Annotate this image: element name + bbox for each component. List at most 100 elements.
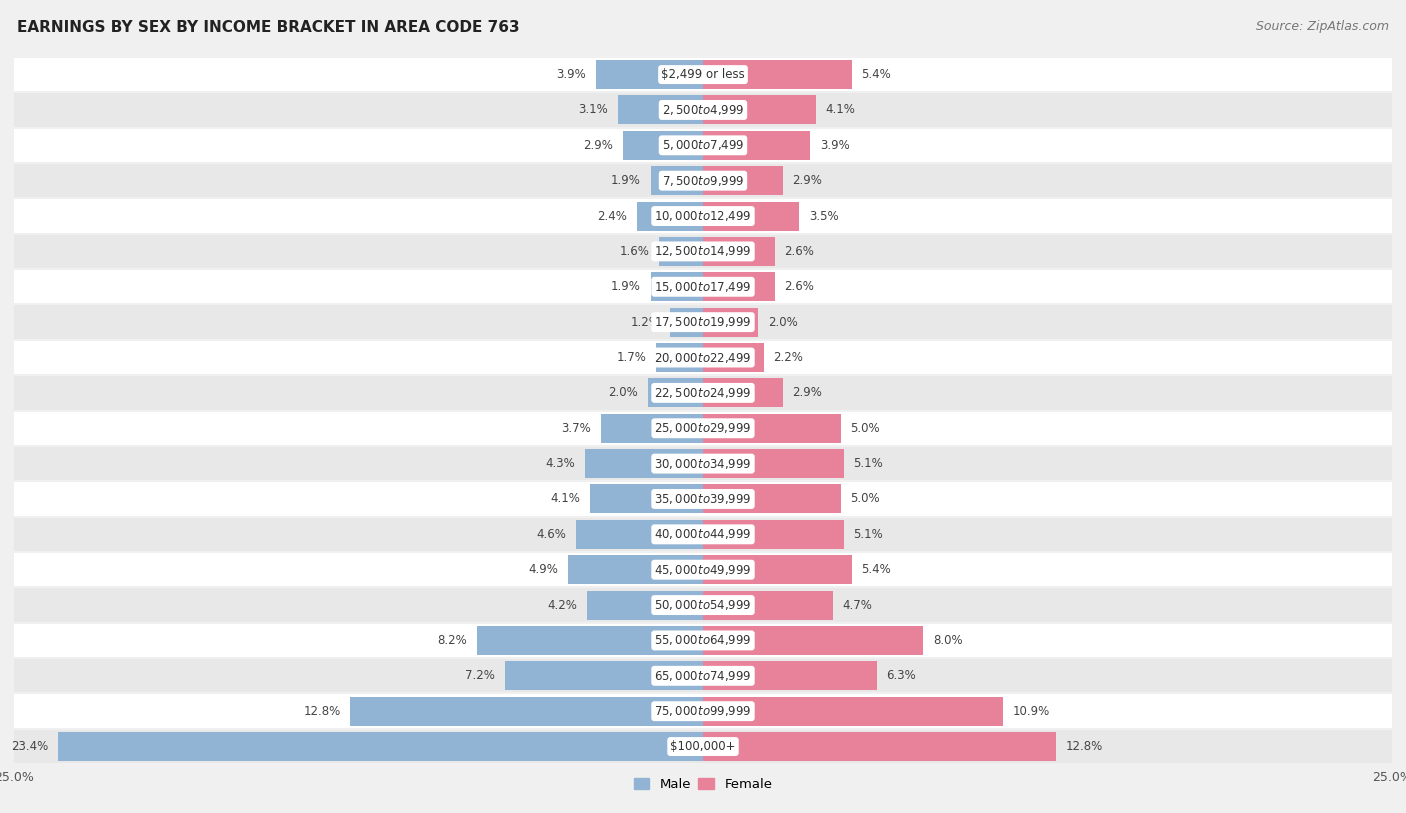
Bar: [651, 272, 703, 302]
Text: 5.0%: 5.0%: [851, 493, 880, 506]
Text: $25,000 to $29,999: $25,000 to $29,999: [654, 421, 752, 435]
Bar: [703, 166, 783, 195]
Text: 1.9%: 1.9%: [612, 280, 641, 293]
Bar: [585, 449, 703, 478]
Bar: [14, 446, 1392, 481]
Bar: [669, 307, 703, 337]
Text: $22,500 to $24,999: $22,500 to $24,999: [654, 386, 752, 400]
Bar: [58, 732, 703, 761]
Bar: [637, 202, 703, 231]
Text: $2,500 to $4,999: $2,500 to $4,999: [662, 103, 744, 117]
Text: 2.9%: 2.9%: [793, 386, 823, 399]
Bar: [14, 92, 1392, 128]
Bar: [14, 623, 1392, 658]
Bar: [651, 166, 703, 195]
Text: 5.4%: 5.4%: [862, 68, 891, 81]
Bar: [576, 520, 703, 549]
Text: 5.0%: 5.0%: [851, 422, 880, 435]
Bar: [14, 340, 1392, 375]
Text: 23.4%: 23.4%: [11, 740, 48, 753]
Text: 1.6%: 1.6%: [620, 245, 650, 258]
Bar: [14, 411, 1392, 446]
Bar: [703, 343, 763, 372]
Text: $15,000 to $17,499: $15,000 to $17,499: [654, 280, 752, 293]
Text: 1.2%: 1.2%: [630, 315, 661, 328]
Legend: Male, Female: Male, Female: [628, 773, 778, 797]
Bar: [505, 661, 703, 690]
Text: 2.0%: 2.0%: [768, 315, 797, 328]
Text: $35,000 to $39,999: $35,000 to $39,999: [654, 492, 752, 506]
Bar: [703, 590, 832, 620]
Bar: [14, 729, 1392, 764]
Text: EARNINGS BY SEX BY INCOME BRACKET IN AREA CODE 763: EARNINGS BY SEX BY INCOME BRACKET IN ARE…: [17, 20, 519, 35]
Text: $30,000 to $34,999: $30,000 to $34,999: [654, 457, 752, 471]
Text: 1.7%: 1.7%: [617, 351, 647, 364]
Text: $7,500 to $9,999: $7,500 to $9,999: [662, 174, 744, 188]
Text: 3.9%: 3.9%: [557, 68, 586, 81]
Text: 4.7%: 4.7%: [842, 598, 872, 611]
Bar: [703, 60, 852, 89]
Text: 3.1%: 3.1%: [578, 103, 607, 116]
Bar: [14, 517, 1392, 552]
Bar: [648, 378, 703, 407]
Bar: [703, 449, 844, 478]
Bar: [14, 233, 1392, 269]
Bar: [703, 485, 841, 514]
Text: 2.9%: 2.9%: [583, 139, 613, 152]
Bar: [477, 626, 703, 655]
Bar: [703, 732, 1056, 761]
Text: 2.2%: 2.2%: [773, 351, 803, 364]
Text: 5.1%: 5.1%: [853, 528, 883, 541]
Bar: [703, 131, 810, 160]
Bar: [350, 697, 703, 726]
Bar: [623, 131, 703, 160]
Text: $75,000 to $99,999: $75,000 to $99,999: [654, 704, 752, 718]
Bar: [703, 520, 844, 549]
Bar: [703, 555, 852, 585]
Text: $10,000 to $12,499: $10,000 to $12,499: [654, 209, 752, 223]
Bar: [703, 95, 815, 124]
Bar: [703, 307, 758, 337]
Text: 1.9%: 1.9%: [612, 174, 641, 187]
Bar: [703, 237, 775, 266]
Bar: [568, 555, 703, 585]
Text: 4.9%: 4.9%: [529, 563, 558, 576]
Text: 6.3%: 6.3%: [886, 669, 915, 682]
Bar: [14, 587, 1392, 623]
Text: 4.3%: 4.3%: [546, 457, 575, 470]
Bar: [14, 304, 1392, 340]
Text: 4.6%: 4.6%: [537, 528, 567, 541]
Bar: [14, 57, 1392, 92]
Bar: [591, 485, 703, 514]
Text: $17,500 to $19,999: $17,500 to $19,999: [654, 315, 752, 329]
Bar: [657, 343, 703, 372]
Bar: [703, 272, 775, 302]
Bar: [14, 269, 1392, 304]
Bar: [14, 552, 1392, 587]
Bar: [14, 693, 1392, 729]
Bar: [596, 60, 703, 89]
Text: $12,500 to $14,999: $12,500 to $14,999: [654, 245, 752, 259]
Text: $65,000 to $74,999: $65,000 to $74,999: [654, 669, 752, 683]
Text: $100,000+: $100,000+: [671, 740, 735, 753]
Text: 2.4%: 2.4%: [598, 210, 627, 223]
Text: 12.8%: 12.8%: [304, 705, 340, 718]
Text: 12.8%: 12.8%: [1066, 740, 1102, 753]
Bar: [703, 626, 924, 655]
Bar: [703, 697, 1004, 726]
Bar: [703, 378, 783, 407]
Text: 4.1%: 4.1%: [551, 493, 581, 506]
Text: Source: ZipAtlas.com: Source: ZipAtlas.com: [1256, 20, 1389, 33]
Text: $40,000 to $44,999: $40,000 to $44,999: [654, 528, 752, 541]
Text: $55,000 to $64,999: $55,000 to $64,999: [654, 633, 752, 647]
Text: 3.7%: 3.7%: [561, 422, 592, 435]
Text: $20,000 to $22,499: $20,000 to $22,499: [654, 350, 752, 364]
Text: $5,000 to $7,499: $5,000 to $7,499: [662, 138, 744, 152]
Bar: [14, 659, 1392, 693]
Text: 2.0%: 2.0%: [609, 386, 638, 399]
Text: 2.6%: 2.6%: [785, 280, 814, 293]
Text: 10.9%: 10.9%: [1012, 705, 1050, 718]
Bar: [14, 375, 1392, 411]
Bar: [659, 237, 703, 266]
Bar: [14, 198, 1392, 233]
